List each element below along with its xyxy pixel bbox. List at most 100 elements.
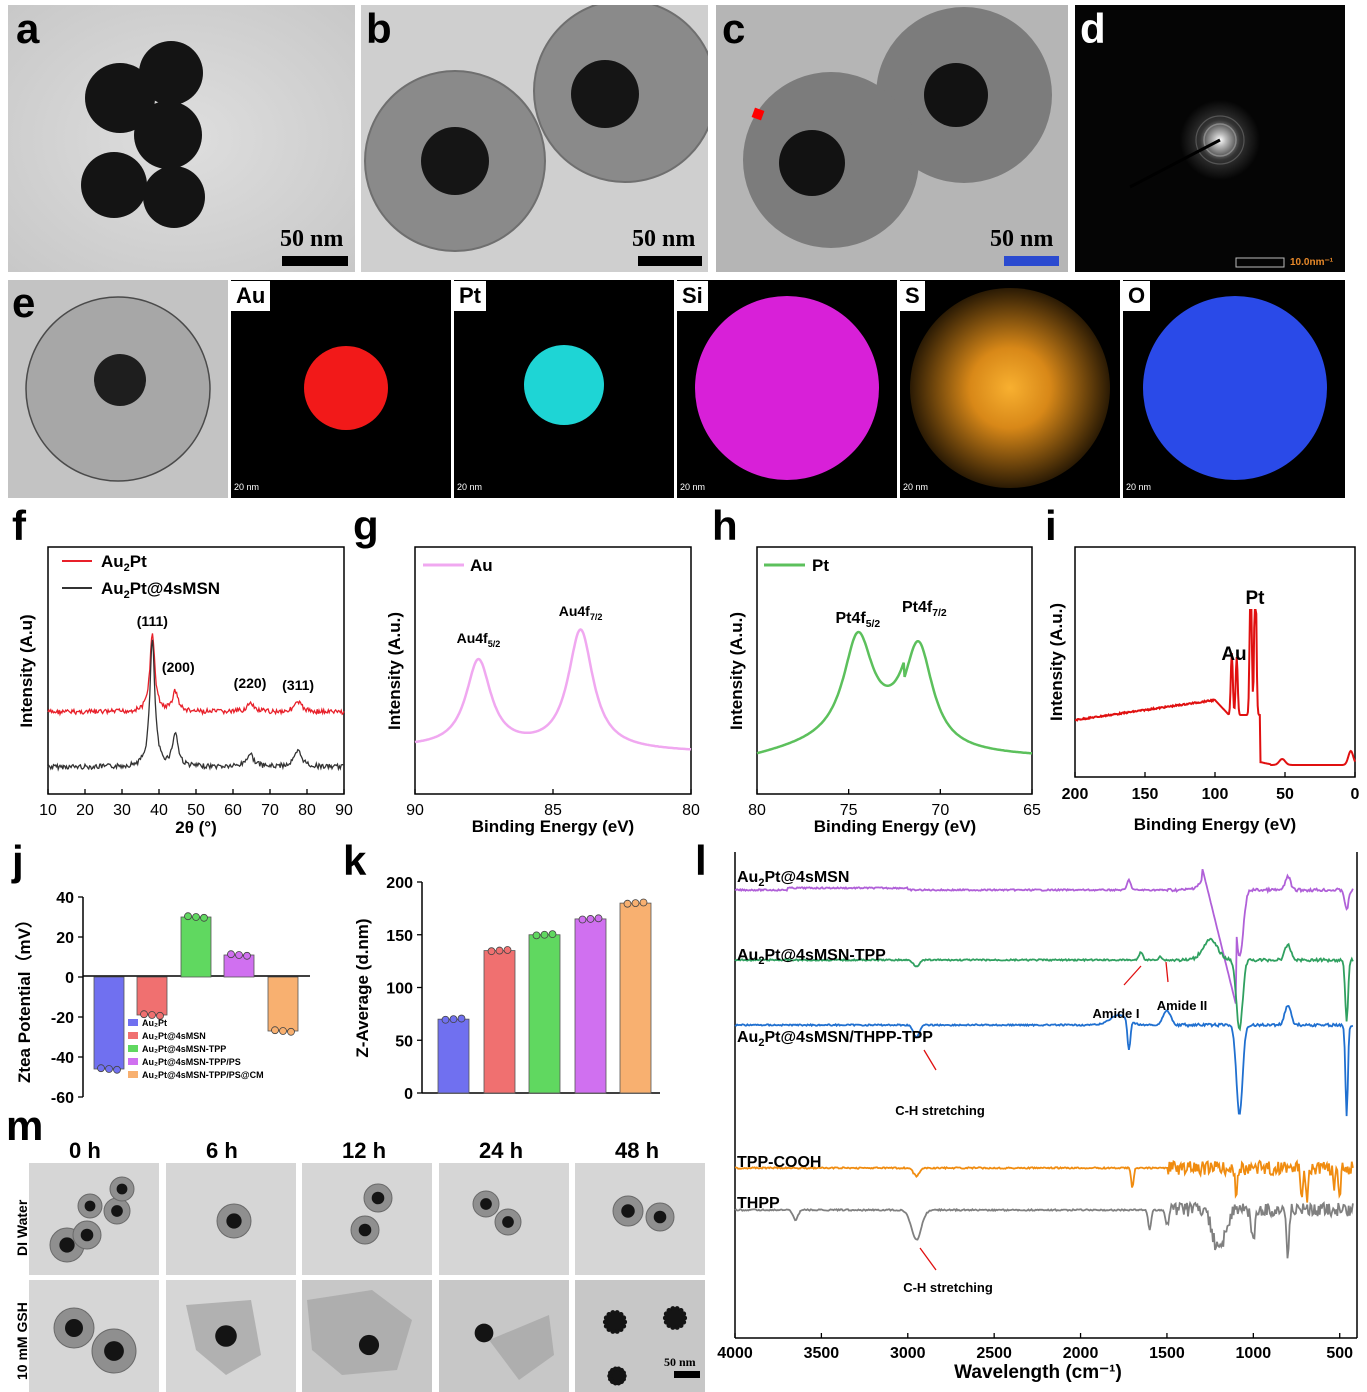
xps-au-line [414,628,692,751]
legend-label-j-0: Au₂Pt [142,1018,167,1028]
xlabel-h: Binding Energy (eV) [814,817,976,836]
legend-swatch-j-1 [128,1032,138,1039]
ytick-k-0: 0 [404,1086,413,1103]
xtick-f-7: 80 [298,802,316,819]
stability-tem-1-3 [439,1280,569,1392]
time-label-1: 6 h [206,1138,238,1163]
eds-map-pt [454,280,674,498]
xlabel-l: Wavelength (cm⁻¹) [954,1362,1122,1383]
ftir-line-2 [734,1005,1354,1117]
ylabel-i: Intensity (A.u.) [1047,603,1066,721]
legend-swatch-j-0 [128,1019,138,1026]
annotation-amide-i: Amide I [1093,1006,1140,1021]
scale-bar-b [638,256,702,266]
panel-letter-j: j [12,837,24,884]
series-label-l-1: Au2Pt@4sMSN-TPP [737,947,886,967]
xtick-i-0: 200 [1062,786,1089,803]
stability-tem-1-0 [29,1280,159,1392]
xtick-f-5: 60 [224,802,242,819]
xtick-h-line-2: 70 [931,802,949,819]
chart-i: 200 150 100 50 0 Au Pt Binding Energy (eV) I… [1047,546,1360,834]
legend-swatch-j-4 [128,1071,138,1078]
panel-letter-h: h [712,502,738,549]
stability-tem-0-2 [302,1163,432,1275]
stability-tem-0-3 [439,1163,569,1275]
ytick-j-3: -20 [51,1010,74,1027]
series-label-l-3: TPP-COOH [737,1154,821,1171]
legend-swatch-j-2 [128,1045,138,1052]
scale-label-m: 50 nm [664,1355,696,1369]
xrd-line-au2pt [47,633,345,717]
panel-letter-d: d [1080,5,1106,52]
chart-g: 90 85 80 Au4f5/2 Au4f7/2 Au Binding Energy … [385,546,700,836]
xtick-f-1: 20 [76,802,94,819]
eds-label-si: Si [677,281,708,311]
xtick-f-6: 70 [261,802,279,819]
tem-panel-c [716,5,1068,272]
peak-label-h-line-1: Pt4f7/2 [902,599,947,619]
xtick-l-2: 3000 [890,1345,926,1362]
bar-k-4 [619,902,652,1094]
panel-letter-b: b [366,5,392,52]
ftir-line-0 [734,868,1354,1004]
ytick-j-0: 40 [56,890,74,907]
chart-j: 40 20 0 -20 -40 -60 Au₂Pt Au₂Pt@4sMSN Au₂Pt@4sM… [14,890,310,1105]
xtick-i-4: 0 [1351,786,1360,803]
chart-k: 0 50 100 150 200 Z-Average (d.nm) [353,875,660,1103]
ylabel-h: Intensity (A.u.) [727,612,746,730]
xps-survey-line [1075,609,1356,766]
ftir-line-3 [734,1159,1354,1203]
xrd-line-au2pt-4smsn [47,639,345,772]
ytick-k-3: 150 [386,928,413,945]
time-label-4: 48 h [615,1138,660,1163]
series-label-l-2: Au2Pt@4sMSN/THPP-TPP [737,1029,933,1049]
legend-label-j-2: Au₂Pt@4sMSN-TPP [142,1044,226,1054]
xtick-g-line-0: 90 [406,802,424,819]
ylabel-k: Z-Average (d.nm) [353,918,372,1057]
scale-bar-m [674,1371,700,1378]
xps-pt-line [756,630,1032,755]
stability-tem-0-1 [166,1163,296,1275]
eds-label-au: Au [231,281,271,311]
row-label-di-water: DI Water [14,1199,30,1256]
eds-map-s [900,280,1120,498]
xtick-l-3: 2500 [976,1345,1012,1362]
eds-label-pt: Pt [454,281,486,311]
ytick-j-1: 20 [56,930,74,947]
bar-j-4 [267,976,299,1032]
legend-label-j-1: Au₂Pt@4sMSN [142,1031,206,1041]
panel-letter-f: f [12,502,26,549]
eds-scale-pt: 20 nm [457,482,483,492]
xtick-h-line-0: 80 [748,802,766,819]
annotation-ch-2: C-H stretching [903,1280,993,1295]
series-label-l-0: Au2Pt@4sMSN [737,869,849,889]
xtick-l-6: 1000 [1236,1345,1272,1362]
legend-swatch-j-3 [128,1058,138,1065]
eds-map-si [677,280,897,498]
legend-label-j-3: Au₂Pt@4sMSN-TPP/PS [142,1057,241,1067]
eds-label-o: O [1123,281,1151,311]
peak-label-g-line-0: Au4f5/2 [457,630,501,649]
xtick-i-2: 100 [1202,786,1229,803]
panel-letter-c: c [722,5,746,52]
eds-scale-s: 20 nm [903,482,929,492]
time-label-0: 0 h [69,1138,101,1163]
ytick-k-4: 200 [386,875,413,892]
tem-image-e [8,280,228,498]
annotation-pt: Pt [1246,588,1266,609]
stability-tem-0-0 [29,1163,159,1275]
bar-j-1 [136,976,168,1016]
panel-letter-g: g [353,502,379,549]
ytick-j-5: -60 [51,1090,74,1105]
ftir-line-4 [734,1200,1354,1259]
scale-label-c: 50 nm [990,226,1054,252]
tem-panel-e [8,280,228,498]
ylabel-f: Intensity (A.u) [17,614,36,727]
ytick-k-1: 50 [395,1033,413,1050]
ftir-line-1 [734,937,1354,1032]
xlabel-f: 2θ (°) [175,818,217,837]
tem-image-c [716,5,1068,272]
saed-panel-d [1075,5,1345,272]
tem-panel-a [8,5,355,272]
